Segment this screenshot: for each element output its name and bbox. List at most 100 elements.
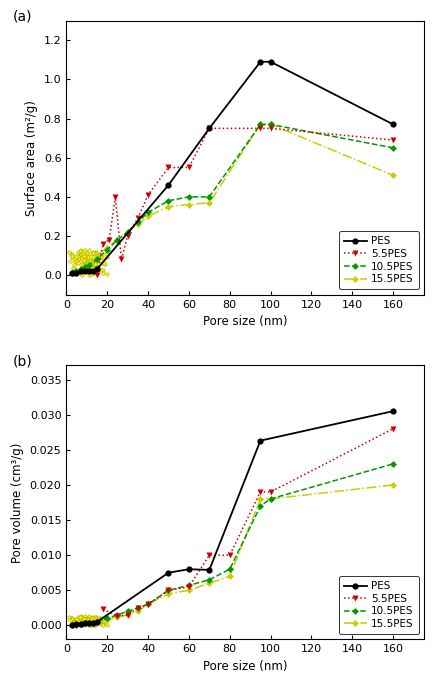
15.5PES: [69, 620, 75, 629]
10.5PES: [82, 263, 87, 272]
Point: [89, 256, 95, 267]
Point: [67, 612, 74, 623]
15.5PES: [78, 620, 83, 628]
Point: [81, 245, 88, 256]
10.5PES: [186, 581, 191, 590]
5.5PES: [94, 271, 99, 279]
15.5PES: [94, 252, 99, 260]
Point: [99, 252, 105, 263]
Y-axis label: Surface area (m²/g): Surface area (m²/g): [25, 100, 38, 215]
Point: [86, 262, 93, 273]
15.5PES: [90, 618, 95, 627]
PES: [82, 619, 87, 627]
Point: [77, 619, 84, 630]
Point: [93, 615, 100, 626]
10.5PES: [78, 620, 83, 628]
Point: [99, 614, 105, 624]
Point: [68, 612, 75, 623]
15.5PES: [165, 590, 171, 598]
Point: [89, 612, 96, 623]
10.5PES: [145, 601, 150, 609]
Point: [91, 616, 98, 627]
Point: [84, 248, 91, 259]
Point: [97, 249, 104, 260]
PES: [90, 618, 95, 627]
Point: [89, 247, 96, 258]
5.5PES: [145, 601, 150, 609]
5.5PES: [135, 214, 140, 222]
10.5PES: [125, 607, 130, 616]
Point: [89, 260, 96, 271]
Point: [68, 614, 75, 624]
Legend: PES, 5.5PES, 10.5PES, 15.5PES: PES, 5.5PES, 10.5PES, 15.5PES: [338, 231, 418, 289]
Point: [92, 614, 99, 625]
Point: [93, 256, 100, 267]
Point: [93, 247, 100, 258]
Point: [72, 615, 79, 626]
X-axis label: Pore size (nm): Pore size (nm): [202, 660, 287, 673]
Point: [71, 266, 78, 277]
15.5PES: [125, 228, 130, 236]
Point: [88, 266, 95, 277]
Point: [89, 248, 95, 259]
10.5PES: [125, 228, 130, 236]
Point: [86, 267, 93, 278]
Point: [83, 613, 90, 624]
15.5PES: [206, 579, 211, 588]
PES: [257, 57, 263, 66]
15.5PES: [104, 616, 109, 624]
Point: [103, 620, 110, 631]
5.5PES: [135, 604, 140, 612]
PES: [267, 57, 273, 66]
Point: [82, 265, 89, 276]
15.5PES: [135, 220, 140, 228]
Point: [91, 615, 98, 626]
15.5PES: [74, 620, 79, 629]
X-axis label: Pore size (nm): Pore size (nm): [202, 315, 287, 328]
Point: [73, 615, 80, 626]
Point: [66, 615, 73, 626]
PES: [69, 620, 75, 629]
5.5PES: [186, 163, 191, 172]
Line: 10.5PES: 10.5PES: [70, 462, 395, 627]
Point: [92, 267, 99, 278]
Point: [89, 615, 96, 626]
Point: [89, 248, 96, 259]
Point: [82, 614, 89, 625]
Point: [99, 265, 106, 276]
Point: [80, 616, 87, 627]
PES: [78, 620, 83, 628]
15.5PES: [145, 212, 150, 220]
Point: [81, 614, 88, 624]
Point: [84, 615, 91, 626]
Point: [82, 618, 89, 629]
Point: [80, 613, 87, 624]
Point: [68, 251, 75, 262]
Point: [79, 260, 85, 271]
Point: [82, 254, 89, 265]
15.5PES: [186, 586, 191, 594]
5.5PES: [165, 163, 171, 172]
Point: [80, 615, 87, 626]
Point: [88, 618, 95, 629]
Point: [87, 250, 94, 261]
Point: [85, 616, 92, 627]
Point: [97, 613, 104, 624]
Point: [82, 265, 89, 276]
Point: [81, 611, 88, 622]
Point: [77, 267, 84, 278]
Point: [79, 616, 85, 627]
Point: [85, 244, 92, 255]
Point: [88, 619, 95, 630]
5.5PES: [106, 236, 112, 244]
15.5PES: [104, 244, 109, 252]
10.5PES: [86, 261, 91, 269]
Point: [76, 267, 83, 278]
Point: [97, 615, 104, 626]
10.5PES: [86, 618, 91, 627]
10.5PES: [82, 619, 87, 627]
Point: [99, 618, 106, 629]
15.5PES: [267, 495, 273, 503]
5.5PES: [257, 488, 263, 496]
PES: [165, 568, 171, 577]
